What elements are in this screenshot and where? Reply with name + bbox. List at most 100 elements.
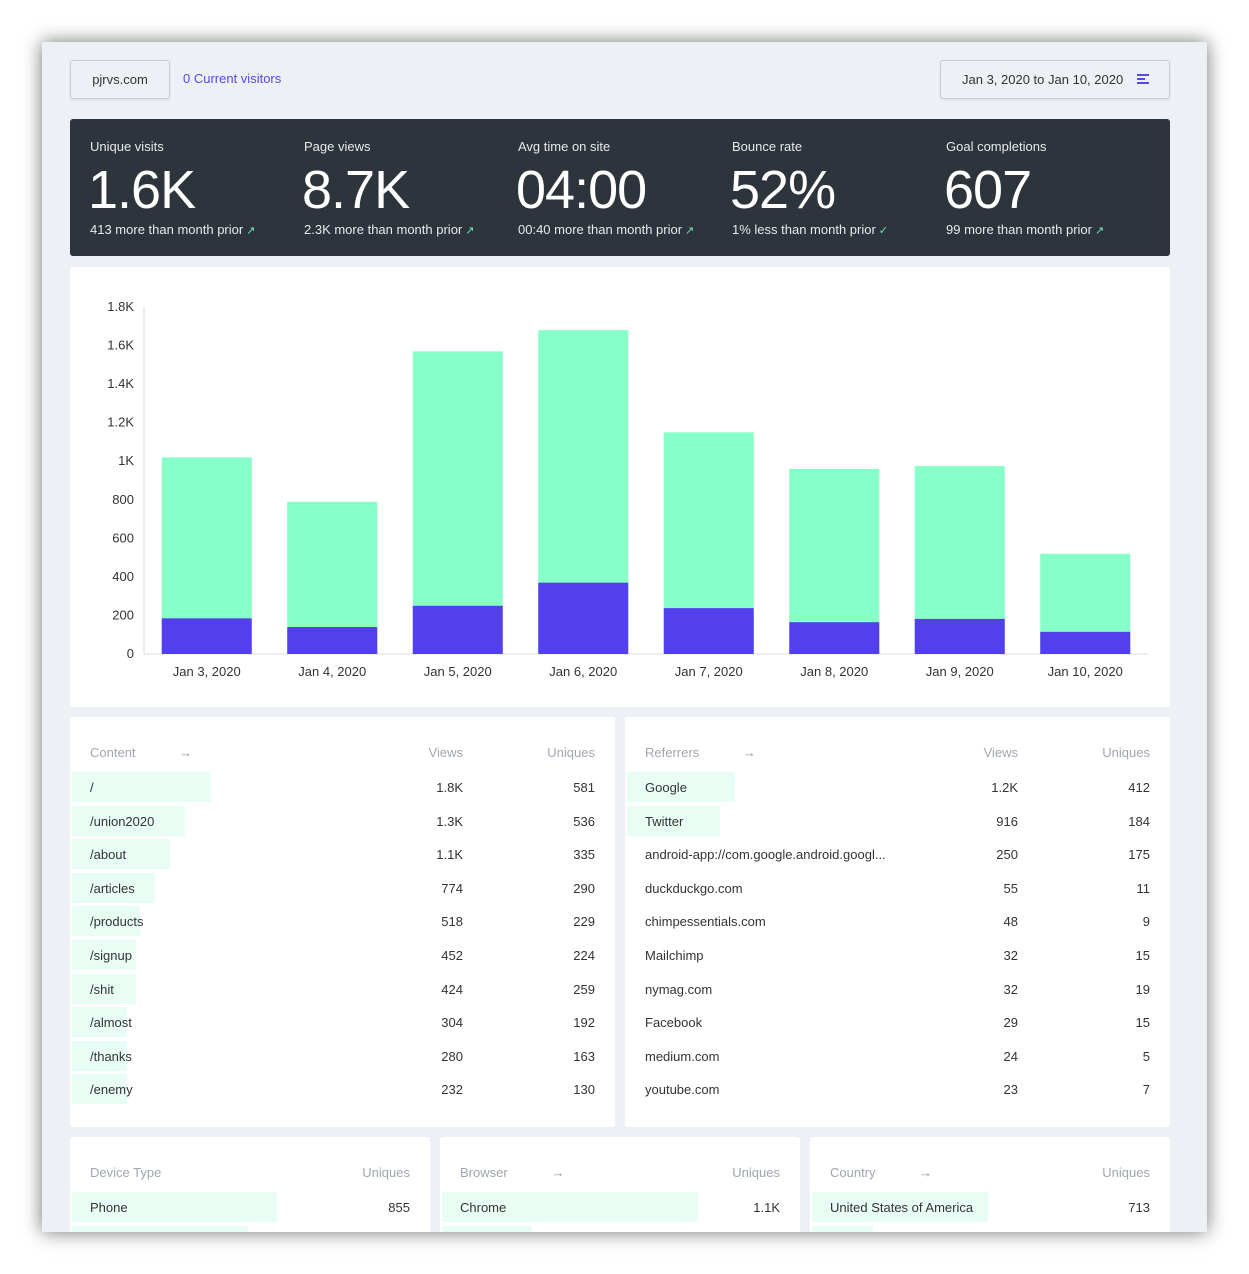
country-header[interactable]: Country → — [830, 1165, 932, 1180]
browser-title: Browser — [460, 1165, 508, 1180]
stat-unique-visits[interactable]: Unique visits 1.6K 413 more than month p… — [70, 119, 284, 256]
x-tick-label: Jan 7, 2020 — [675, 664, 743, 679]
y-tick-label: 600 — [112, 530, 134, 545]
chart-card: 0 200 400 600 800 1K 1.2K 1.4K 1.6K 1.8K Jan 3, 20… — [70, 267, 1170, 707]
content-header[interactable]: Content → — [90, 745, 192, 760]
row-label: Chrome — [460, 1200, 507, 1215]
list-row[interactable]: Chrome 1.1K — [440, 1192, 800, 1222]
stat-delta: 1% less than month prior ✓ — [732, 222, 889, 237]
stat-page-views[interactable]: Page views 8.7K 2.3K more than month pri… — [284, 119, 498, 256]
uniques-column-header: Uniques — [732, 1165, 780, 1180]
row-uniques: 536 — [573, 813, 595, 829]
list-row[interactable]: /almost 304 192 — [70, 1007, 615, 1038]
y-tick-label: 1.2K — [107, 415, 134, 430]
uniques-column-header: Uniques — [362, 1165, 410, 1180]
row-uniques: 229 — [573, 914, 595, 930]
row-uniques: 19 — [1135, 981, 1150, 997]
browser-header[interactable]: Browser → — [460, 1165, 564, 1180]
stat-delta: 2.3K more than month prior ↗ — [304, 222, 475, 237]
current-visitors-link[interactable]: 0 Current visitors — [183, 71, 282, 86]
stat-label: Page views — [304, 139, 371, 154]
visitors-bar[interactable] — [412, 605, 503, 654]
content-title: Content — [90, 745, 136, 760]
list-row[interactable]: medium.com 24 5 — [625, 1041, 1170, 1071]
y-tick-label: 800 — [112, 492, 134, 507]
y-tick-label: 0 — [127, 646, 134, 661]
share-bar — [812, 1192, 989, 1222]
row-views: 1.1K — [436, 847, 463, 863]
row-uniques: 130 — [573, 1082, 595, 1098]
stat-value: 04:00 — [516, 160, 647, 220]
referrers-header[interactable]: Referrers → — [645, 745, 756, 760]
list-row[interactable]: /enemy 232 130 — [70, 1074, 615, 1105]
list-row[interactable]: Facebook 29 15 — [625, 1007, 1170, 1037]
visitors-bar[interactable] — [914, 618, 1005, 654]
list-row[interactable]: /signup 452 224 — [70, 940, 615, 970]
list-row[interactable]: /about 1.1K 335 — [70, 839, 615, 870]
list-row[interactable] — [440, 1225, 800, 1232]
list-row[interactable]: Twitter 916 184 — [625, 805, 1170, 836]
share-bar — [72, 973, 136, 1004]
share-bar — [72, 940, 136, 970]
list-row[interactable] — [810, 1225, 1170, 1232]
row-uniques: 855 — [388, 1200, 410, 1215]
visitors-bar[interactable] — [538, 582, 629, 654]
list-row[interactable]: / 1.8K 581 — [70, 772, 615, 802]
row-views: 916 — [996, 813, 1018, 829]
list-row[interactable]: Phone 855 — [70, 1192, 430, 1222]
list-row[interactable]: youtube.com 23 7 — [625, 1074, 1170, 1104]
site-selector-button[interactable]: pjrvs.com — [70, 60, 170, 99]
stat-value: 607 — [944, 160, 1032, 220]
country-title: Country — [830, 1165, 876, 1180]
device-type-card: Device Type Uniques Phone 855 — [70, 1137, 430, 1232]
referrers-title: Referrers — [645, 745, 700, 760]
row-uniques: 581 — [573, 780, 595, 795]
row-label: /about — [90, 847, 127, 863]
row-views: 23 — [1003, 1082, 1018, 1098]
row-label: /articles — [90, 880, 135, 896]
y-tick-label: 200 — [112, 607, 134, 622]
list-row[interactable] — [70, 1225, 430, 1232]
visitors-bar[interactable] — [161, 618, 252, 654]
trend-up-icon: ↗ — [246, 225, 256, 237]
list-row[interactable]: Mailchimp 32 15 — [625, 940, 1170, 970]
stat-avg-time[interactable]: Avg time on site 04:00 00:40 more than m… — [498, 119, 712, 256]
share-bar — [72, 1192, 278, 1222]
visitors-bar[interactable] — [1040, 631, 1131, 654]
list-row[interactable]: Google 1.2K 412 — [625, 772, 1170, 802]
list-row[interactable]: United States of America 713 — [810, 1192, 1170, 1222]
list-row[interactable]: /products 518 229 — [70, 906, 615, 937]
x-tick-label: Jan 6, 2020 — [549, 664, 617, 679]
date-range-button[interactable]: Jan 3, 2020 to Jan 10, 2020 — [940, 60, 1170, 99]
row-label: /signup — [90, 948, 132, 963]
visitors-bar[interactable] — [663, 608, 754, 654]
stat-bounce-rate[interactable]: Bounce rate 52% 1% less than month prior… — [712, 119, 926, 256]
row-views: 24 — [1003, 1048, 1018, 1064]
row-uniques: 11 — [1136, 880, 1151, 896]
views-column-header: Views — [983, 745, 1018, 760]
list-row[interactable]: android-app://com.google.android.googl..… — [625, 839, 1170, 869]
list-row[interactable]: /union2020 1.3K 536 — [70, 805, 615, 836]
list-row[interactable]: /shit 424 259 — [70, 973, 615, 1004]
share-bar — [72, 805, 185, 836]
x-tick-label: Jan 9, 2020 — [926, 664, 994, 679]
trend-up-icon: ↗ — [1094, 225, 1105, 237]
visitors-bar[interactable] — [287, 627, 378, 654]
content-card: Content → Views Uniques / 1.8K 581/union20… — [70, 717, 615, 1127]
list-row[interactable]: nymag.com 32 19 — [625, 974, 1170, 1004]
stat-goal-completions[interactable]: Goal completions 607 99 more than month … — [926, 119, 1140, 256]
list-row[interactable]: /articles 774 290 — [70, 872, 615, 903]
stat-label: Goal completions — [946, 139, 1047, 154]
row-uniques: 192 — [573, 1015, 595, 1031]
visitors-bar[interactable] — [789, 622, 880, 654]
pageviews-bar[interactable] — [412, 351, 503, 654]
row-views: 1.8K — [436, 780, 463, 795]
list-row[interactable]: chimpessentials.com 48 9 — [625, 906, 1170, 936]
country-card: Country → Uniques United States of Ameri… — [810, 1137, 1170, 1232]
referrers-card: Referrers → Views Uniques Google 1.2K 412 T… — [625, 717, 1170, 1127]
uniques-column-header: Uniques — [1102, 1165, 1150, 1180]
list-row[interactable]: /thanks 280 163 — [70, 1040, 615, 1071]
stat-label: Bounce rate — [732, 139, 803, 154]
list-row[interactable]: duckduckgo.com 55 11 — [625, 873, 1170, 903]
row-uniques: 412 — [1128, 780, 1150, 795]
